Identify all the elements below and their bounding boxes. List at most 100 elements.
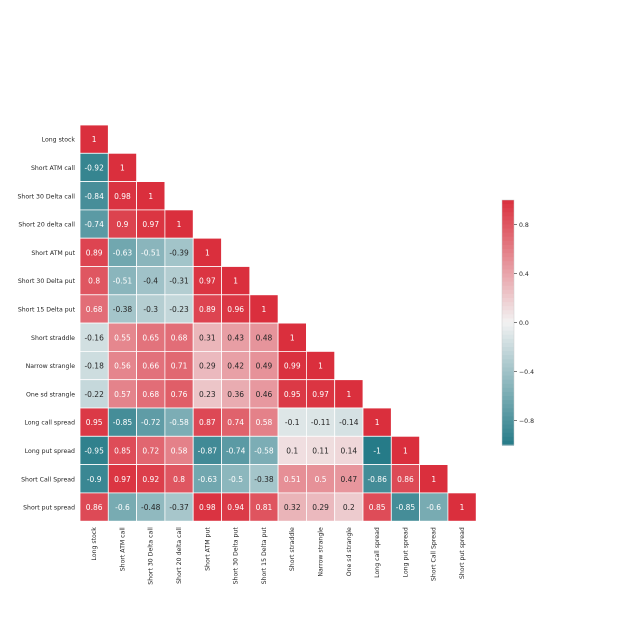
x-tick-label: Short Call Spread bbox=[431, 527, 438, 581]
cell-value-label: 1 bbox=[177, 220, 182, 229]
heatmap-cell bbox=[277, 435, 307, 465]
cell-value-label: 0.89 bbox=[86, 248, 103, 257]
cell-value-label: 1 bbox=[318, 362, 323, 371]
colorbar-strip bbox=[502, 273, 514, 279]
cell-value-label: 0.68 bbox=[142, 390, 159, 399]
cell-value-label: 0.98 bbox=[114, 192, 131, 201]
y-tick-label: Short 30 Delta put bbox=[18, 278, 76, 285]
colorbar-strip bbox=[502, 347, 514, 352]
heatmap-cell bbox=[362, 492, 392, 522]
cell-value-label: 0.95 bbox=[284, 390, 301, 399]
heatmap-cell bbox=[305, 379, 336, 409]
colorbar-tick-label: 0.4 bbox=[519, 271, 529, 278]
heatmap-cell bbox=[334, 464, 364, 494]
y-tick-label: Long call spread bbox=[24, 420, 75, 427]
cell-value-label: -0.3 bbox=[143, 305, 158, 314]
cell-value-label: 0.1 bbox=[286, 446, 298, 455]
cell-value-label: 0.86 bbox=[397, 475, 414, 484]
y-tick-label: One sd strangle bbox=[26, 391, 75, 398]
x-tick-label: Short ATM put bbox=[204, 527, 211, 571]
cell-value-label: -0.51 bbox=[141, 248, 161, 257]
cell-value-label: -0.38 bbox=[254, 475, 274, 484]
cell-value-label: 0.58 bbox=[256, 418, 273, 427]
cell-value-label: 0.99 bbox=[284, 362, 301, 371]
cell-value-label: 0.97 bbox=[199, 277, 216, 286]
heatmap-cell bbox=[362, 435, 392, 465]
colorbar-strip bbox=[502, 379, 514, 385]
colorbar-strip bbox=[502, 200, 514, 205]
heatmap-cell bbox=[79, 407, 109, 437]
heatmap-cell bbox=[164, 266, 194, 296]
heatmap-cell bbox=[164, 464, 194, 494]
cell-value-label: 1 bbox=[375, 418, 380, 427]
heatmap-cell bbox=[277, 379, 307, 409]
cell-value-label: 0.43 bbox=[227, 333, 244, 342]
colorbar-strip bbox=[502, 277, 514, 283]
heatmap-cell bbox=[164, 435, 194, 465]
colorbar-strip bbox=[502, 355, 514, 360]
heatmap-cell bbox=[136, 379, 166, 409]
heatmap-cell bbox=[79, 379, 109, 409]
colorbar-strip bbox=[502, 204, 514, 209]
heatmap-cell bbox=[164, 492, 194, 522]
colorbar-strip bbox=[502, 224, 514, 230]
colorbar-strip bbox=[502, 228, 514, 234]
colorbar-strip bbox=[502, 216, 514, 222]
cell-value-label: 0.76 bbox=[171, 390, 188, 399]
y-tick-label: Short straddle bbox=[31, 335, 75, 342]
colorbar-strip bbox=[502, 289, 514, 295]
colorbar-strip bbox=[502, 293, 514, 299]
cell-value-label: 0.5 bbox=[315, 475, 327, 484]
heatmap-cell bbox=[107, 266, 138, 296]
y-tick-label: Narrow strangle bbox=[26, 363, 76, 370]
heatmap-cell bbox=[419, 464, 449, 494]
cell-value-label: 0.56 bbox=[114, 362, 131, 371]
cell-value-label: 1 bbox=[431, 475, 436, 484]
x-tick-label: Short 30 Delta put bbox=[233, 527, 240, 585]
cell-value-label: 0.85 bbox=[369, 503, 386, 512]
heatmap-cell bbox=[305, 464, 336, 494]
colorbar-strip bbox=[502, 253, 514, 258]
cell-value-label: -0.87 bbox=[198, 446, 218, 455]
cell-value-label: -0.6 bbox=[115, 503, 130, 512]
cell-value-label: 0.49 bbox=[256, 362, 273, 371]
cell-value-label: -0.63 bbox=[198, 475, 218, 484]
colorbar-strip bbox=[502, 416, 514, 422]
colorbar-strip bbox=[502, 334, 514, 340]
colorbar-strip bbox=[502, 412, 514, 418]
cell-value-label: 0.2 bbox=[343, 503, 355, 512]
colorbar-strip bbox=[502, 363, 514, 369]
cell-value-label: 0.29 bbox=[312, 503, 329, 512]
colorbar-strip bbox=[502, 257, 514, 262]
cell-value-label: -0.72 bbox=[141, 418, 161, 427]
cell-value-label: 0.97 bbox=[312, 390, 329, 399]
cell-value-label: -0.85 bbox=[113, 418, 133, 427]
cell-value-label: -0.74 bbox=[226, 446, 246, 455]
cell-value-label: -0.9 bbox=[87, 475, 102, 484]
y-tick-label: Short 20 delta call bbox=[18, 222, 75, 229]
colorbar-strip bbox=[502, 249, 514, 254]
heatmap-cell bbox=[79, 464, 109, 494]
x-tick-label: Short straddle bbox=[289, 527, 296, 571]
x-tick-label: Short ATM call bbox=[119, 527, 126, 571]
cell-value-label: -0.85 bbox=[396, 503, 416, 512]
colorbar-strip bbox=[502, 420, 514, 426]
colorbar-strip bbox=[502, 440, 514, 446]
cell-value-label: 0.95 bbox=[86, 418, 103, 427]
heatmap-cell bbox=[277, 492, 307, 522]
heatmap-cell bbox=[221, 407, 251, 437]
cell-value-label: 0.97 bbox=[142, 220, 159, 229]
colorbar-tick-label: 0.0 bbox=[519, 320, 529, 327]
cell-value-label: -0.16 bbox=[84, 333, 104, 342]
cell-value-label: 0.8 bbox=[173, 475, 185, 484]
cell-value-label: 0.68 bbox=[86, 305, 103, 314]
heatmap-cell bbox=[136, 181, 166, 211]
heatmap-cell bbox=[419, 492, 449, 522]
colorbar-strip bbox=[502, 383, 514, 389]
cell-value-label: 0.47 bbox=[340, 475, 357, 484]
heatmap-cell bbox=[334, 435, 364, 465]
cell-value-label: 0.81 bbox=[256, 503, 273, 512]
heatmap-cell bbox=[221, 266, 251, 296]
cell-value-label: 1 bbox=[460, 503, 465, 512]
colorbar-strip bbox=[502, 404, 514, 409]
